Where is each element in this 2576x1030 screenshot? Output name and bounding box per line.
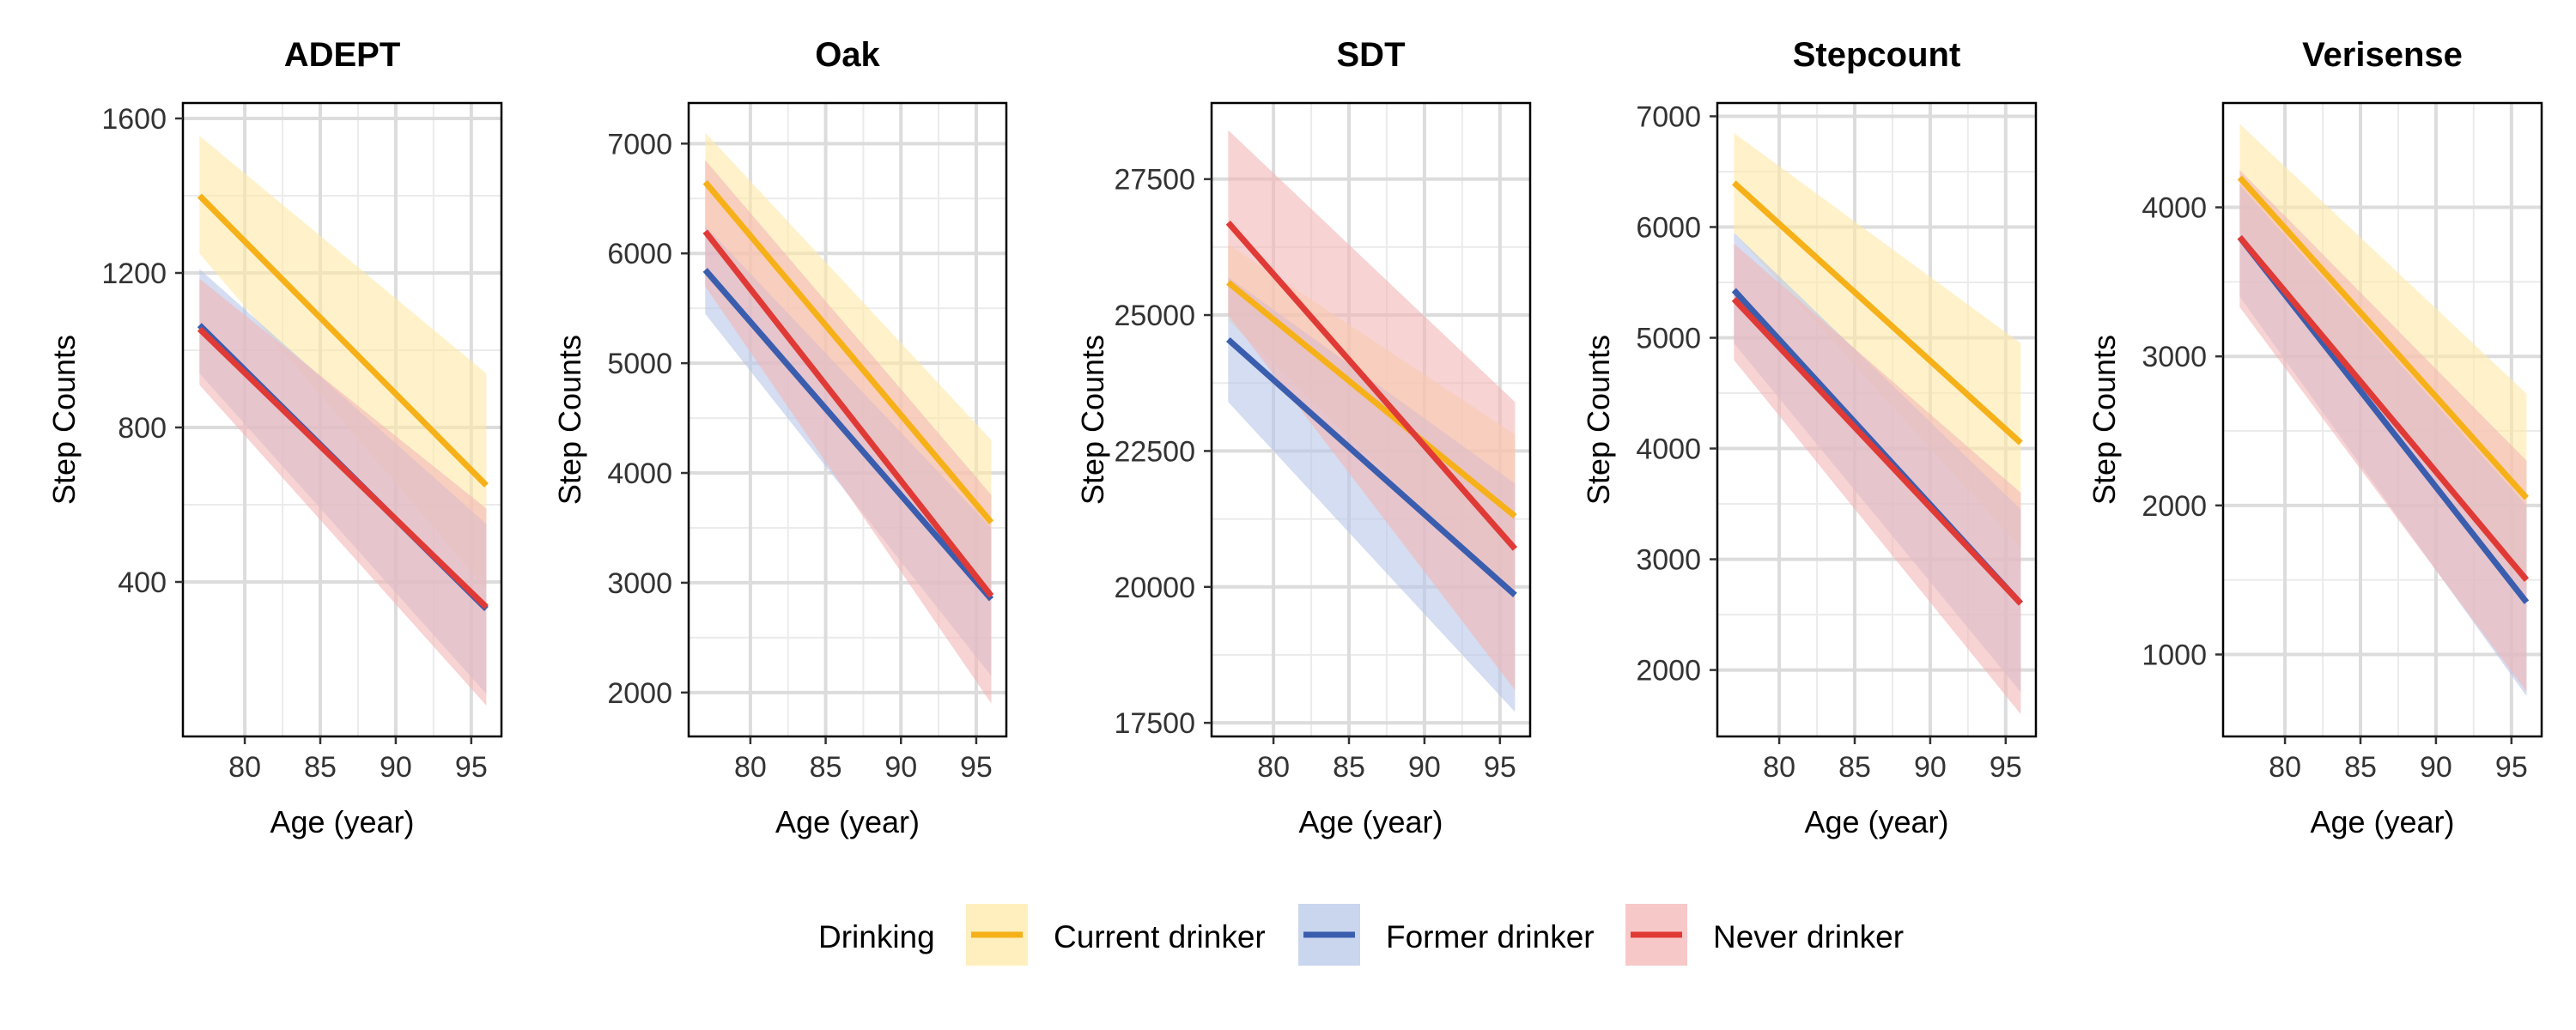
panel-verisense: 80 85 90 95 1000 2000 3000 4000 Verisense Age (ye… bbox=[2087, 36, 2543, 839]
legend-label: Never drinker bbox=[1713, 919, 1904, 954]
y-tick-label: 5000 bbox=[1636, 323, 1701, 355]
y-tick-label: 3000 bbox=[2142, 341, 2207, 373]
y-tick-label: 4000 bbox=[607, 457, 672, 490]
series-line-former-drinker bbox=[1226, 336, 1517, 597]
legend-item-former-drinker: Former drinker bbox=[1298, 904, 1595, 966]
x-tick-label: 95 bbox=[960, 751, 993, 784]
y-tick-label: 800 bbox=[118, 412, 167, 445]
legend-item-never-drinker: Never drinker bbox=[1625, 904, 1904, 966]
series-line-never-drinker bbox=[2237, 235, 2530, 582]
chart-panels: 80 85 90 95 400 800 1200 1600 ADEPT Age (year) Ste… bbox=[46, 36, 2543, 839]
x-axis-title: Age (year) bbox=[775, 804, 920, 839]
ci-band-never-drinker bbox=[1228, 130, 1516, 691]
y-tick-label: 4000 bbox=[2142, 192, 2207, 225]
panel-border bbox=[1716, 101, 2038, 738]
x-tick-label: 90 bbox=[884, 751, 917, 784]
y-tick-label: 2000 bbox=[1636, 655, 1701, 688]
y-axis-title: Step Counts bbox=[1075, 335, 1110, 505]
series-line-former-drinker bbox=[702, 268, 994, 602]
legend-item-current-drinker: Current drinker bbox=[966, 904, 1266, 966]
y-axis-title: Step Counts bbox=[552, 335, 587, 505]
panel-border bbox=[2221, 101, 2543, 738]
x-axis-title: Age (year) bbox=[2310, 804, 2454, 839]
panel-stepcount: 80 85 90 95 2000 3000 4000 5000 6000 7000 Stepcoun… bbox=[1581, 36, 2038, 839]
x-tick-label: 90 bbox=[1914, 751, 1947, 784]
x-axis-title: Age (year) bbox=[270, 804, 414, 839]
x-tick-label: 80 bbox=[1763, 751, 1795, 784]
x-axis-title: Age (year) bbox=[1298, 804, 1443, 839]
y-tick-label: 22500 bbox=[1114, 435, 1195, 468]
y-tick-label: 6000 bbox=[1636, 212, 1701, 245]
y-tick-label: 1000 bbox=[2142, 639, 2207, 671]
panel-title: SDT bbox=[1337, 36, 1406, 74]
x-tick-label: 95 bbox=[1990, 751, 2022, 784]
ci-band-never-drinker bbox=[199, 278, 487, 706]
x-tick-label: 80 bbox=[228, 751, 261, 784]
x-tick-label: 80 bbox=[1257, 751, 1290, 784]
legend-label: Former drinker bbox=[1386, 919, 1595, 954]
panel-title: Stepcount bbox=[1793, 36, 1961, 74]
panel-border bbox=[181, 101, 503, 738]
panel-border bbox=[1210, 101, 1532, 738]
x-tick-label: 90 bbox=[1408, 751, 1441, 784]
x-tick-label: 85 bbox=[810, 751, 842, 784]
series-line-current-drinker bbox=[2237, 175, 2530, 500]
x-tick-label: 80 bbox=[2269, 751, 2301, 784]
ci-band-never-drinker bbox=[2239, 170, 2527, 692]
series-line-never-drinker bbox=[702, 229, 994, 598]
x-tick-label: 90 bbox=[2420, 751, 2452, 784]
y-tick-label: 20000 bbox=[1114, 572, 1195, 604]
y-axis-title: Step Counts bbox=[2087, 335, 2122, 505]
series-line-current-drinker bbox=[1731, 180, 2023, 445]
y-tick-label: 27500 bbox=[1114, 164, 1195, 197]
panel-title: Oak bbox=[815, 36, 880, 74]
x-tick-label: 85 bbox=[1838, 751, 1871, 784]
series-line-current-drinker bbox=[1226, 280, 1517, 519]
series-line-current-drinker bbox=[702, 179, 994, 524]
panel-title: Verisense bbox=[2302, 36, 2463, 74]
y-tick-label: 6000 bbox=[607, 238, 672, 270]
x-tick-label: 95 bbox=[455, 751, 488, 784]
y-tick-label: 3000 bbox=[607, 567, 672, 600]
legend-label: Current drinker bbox=[1054, 919, 1266, 954]
y-tick-label: 400 bbox=[118, 566, 167, 599]
panel-border bbox=[687, 101, 1008, 738]
series-line-never-drinker bbox=[1731, 296, 2023, 606]
legend-title: Drinking bbox=[818, 919, 935, 954]
y-tick-label: 3000 bbox=[1636, 544, 1701, 577]
y-tick-label: 2000 bbox=[607, 677, 672, 710]
x-tick-label: 80 bbox=[734, 751, 767, 784]
y-tick-label: 7000 bbox=[1636, 100, 1701, 133]
y-axis-title: Step Counts bbox=[46, 335, 82, 505]
x-axis-title: Age (year) bbox=[1804, 804, 1948, 839]
legend: Drinking Current drinker Former drinker Nev… bbox=[818, 904, 1904, 966]
panel-sdt: 80 85 90 95 17500 20000 22500 25000 27500 SDT Age … bbox=[1075, 36, 1532, 839]
y-tick-label: 7000 bbox=[607, 128, 672, 161]
y-tick-label: 2000 bbox=[2142, 490, 2207, 523]
ci-band-never-drinker bbox=[1734, 243, 2021, 715]
series-line-never-drinker bbox=[1225, 221, 1518, 551]
x-tick-label: 90 bbox=[380, 751, 412, 784]
y-tick-label: 5000 bbox=[607, 348, 672, 380]
x-tick-label: 95 bbox=[1484, 751, 1516, 784]
y-tick-label: 1200 bbox=[101, 258, 167, 290]
x-tick-label: 85 bbox=[1333, 751, 1365, 784]
series-line-current-drinker bbox=[197, 193, 489, 488]
panel-adept: 80 85 90 95 400 800 1200 1600 ADEPT Age (year) Ste… bbox=[46, 36, 503, 839]
panel-oak: 80 85 90 95 2000 3000 4000 5000 6000 7000 Oak Age (… bbox=[552, 36, 1008, 839]
y-tick-label: 17500 bbox=[1114, 707, 1195, 740]
x-tick-label: 85 bbox=[304, 751, 337, 784]
y-tick-label: 25000 bbox=[1114, 300, 1195, 332]
y-tick-label: 4000 bbox=[1636, 433, 1701, 466]
x-tick-label: 85 bbox=[2344, 751, 2377, 784]
y-axis-title: Step Counts bbox=[1581, 335, 1616, 505]
y-tick-label: 1600 bbox=[101, 103, 167, 136]
x-tick-label: 95 bbox=[2495, 751, 2528, 784]
series-line-never-drinker bbox=[197, 326, 489, 609]
panel-title: ADEPT bbox=[284, 36, 401, 74]
